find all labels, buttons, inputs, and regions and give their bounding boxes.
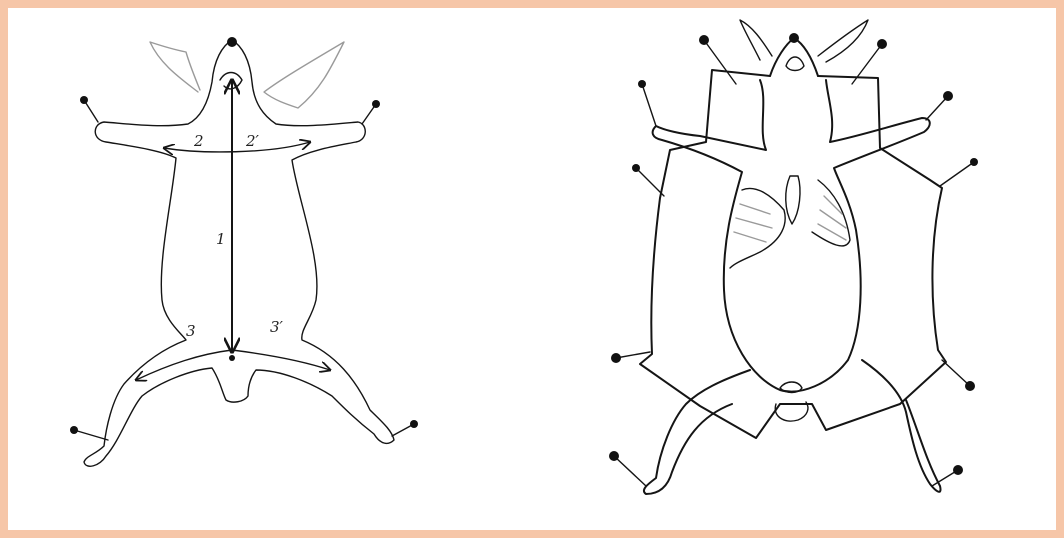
pin-icon xyxy=(609,451,619,461)
front-measure-arrow xyxy=(164,142,310,152)
hind-right-measure-arrow xyxy=(231,349,330,370)
pin-icon xyxy=(372,100,380,108)
pin-icon xyxy=(611,353,621,363)
left-pelt-pins xyxy=(70,96,418,441)
pin-icon xyxy=(638,80,646,88)
rib-lines xyxy=(733,195,847,243)
pelt-outline xyxy=(83,39,395,467)
nose-pin-icon xyxy=(227,37,237,47)
ribcage xyxy=(729,187,786,269)
label-right-front: 2′ xyxy=(245,132,260,150)
tail-pin-icon xyxy=(229,355,235,361)
nose-pin-icon xyxy=(789,33,799,43)
pin-icon xyxy=(965,381,975,391)
pin-icon xyxy=(953,465,963,475)
sternum xyxy=(785,175,801,225)
hind-left-measure-arrow xyxy=(136,349,233,380)
pelt-measurement-figure: 1 2 2′ 3 3′ xyxy=(70,37,418,467)
vent-mark xyxy=(779,381,803,394)
label-left-front: 2 xyxy=(193,132,204,150)
label-left-hind: 3 xyxy=(186,322,196,340)
pin-icon xyxy=(70,426,78,434)
pin-icon xyxy=(632,164,640,172)
right-ear xyxy=(263,41,345,109)
ribcage-right xyxy=(811,179,851,247)
pin-icon xyxy=(699,35,709,45)
pin-icon xyxy=(80,96,88,104)
right-ear xyxy=(817,19,869,63)
left-ear xyxy=(739,19,773,61)
pin-icon xyxy=(970,158,978,166)
hind-legs xyxy=(642,359,942,495)
left-ear xyxy=(149,41,201,93)
label-midline: 1 xyxy=(216,230,226,248)
label-right-hind: 3′ xyxy=(270,318,284,336)
mouth-mark xyxy=(785,56,805,72)
stretch-pins xyxy=(609,35,978,487)
diagram-frame xyxy=(8,8,1056,530)
tail-stub xyxy=(774,401,809,422)
pinned-stretch-figure xyxy=(609,19,978,495)
torso-outline xyxy=(651,79,931,393)
pin-icon xyxy=(877,39,887,49)
pin-icon xyxy=(943,91,953,101)
pin-icon xyxy=(410,420,418,428)
stretched-skin-outline xyxy=(639,69,947,439)
